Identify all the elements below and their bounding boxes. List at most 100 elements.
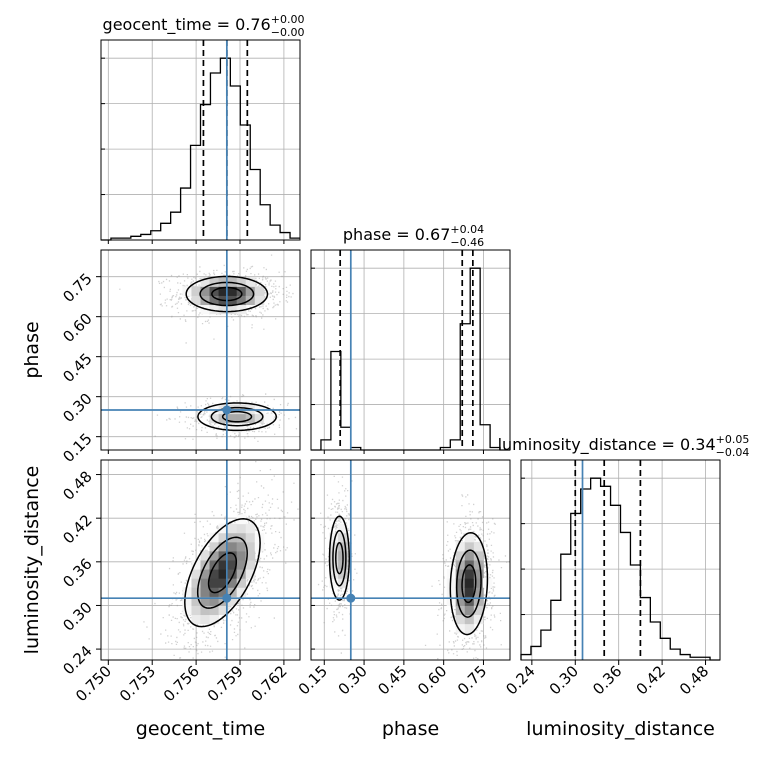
x-tick-label: 0.36 bbox=[589, 662, 625, 698]
density-cell bbox=[227, 578, 238, 588]
x-tick-label: 0.756 bbox=[160, 662, 203, 705]
density-cell bbox=[209, 550, 220, 561]
density-cell bbox=[227, 286, 238, 296]
truth-point bbox=[346, 593, 356, 603]
y-tick-label: 0.60 bbox=[59, 310, 95, 346]
density-cell bbox=[464, 587, 475, 597]
x-axis-label: luminosity_distance bbox=[526, 718, 715, 740]
density-cell bbox=[209, 605, 220, 616]
x-tick-label: 0.48 bbox=[676, 662, 712, 698]
panel-content bbox=[311, 460, 510, 660]
contour-line bbox=[221, 410, 253, 423]
density-cell bbox=[209, 596, 220, 606]
scatter-panel-phase-luminosity_distance bbox=[310, 459, 511, 661]
density-cell bbox=[464, 541, 475, 552]
density-cell bbox=[209, 532, 220, 543]
density-cell bbox=[245, 541, 256, 552]
density-cell bbox=[245, 286, 256, 296]
x-axis-label: phase bbox=[382, 718, 439, 740]
density-cell bbox=[191, 560, 201, 570]
y-tick-label: 0.15 bbox=[59, 430, 95, 466]
density-cell bbox=[473, 541, 484, 552]
panel-title: luminosity_distance = 0.34+0.05 −0.04 bbox=[498, 433, 750, 459]
density-cell bbox=[218, 541, 229, 552]
density-cell bbox=[236, 422, 247, 433]
density-cell bbox=[245, 569, 256, 579]
x-tick-label: 0.30 bbox=[546, 662, 582, 698]
x-tick-label: 0.24 bbox=[502, 662, 538, 698]
histogram-panel-luminosity_distance: luminosity_distance = 0.34+0.05 −0.04 bbox=[498, 433, 750, 661]
title-lower-error: −0.00 bbox=[271, 26, 305, 39]
density-cell bbox=[191, 286, 201, 296]
density-cell bbox=[464, 550, 475, 561]
density-cell bbox=[455, 541, 466, 552]
density-cell bbox=[455, 587, 466, 597]
density-cell bbox=[191, 569, 201, 579]
density-cell bbox=[227, 560, 238, 570]
density-cell bbox=[191, 587, 201, 597]
y-tick-label: 0.42 bbox=[59, 511, 95, 547]
density-cell bbox=[227, 422, 238, 433]
y-tick-label: 0.48 bbox=[59, 467, 95, 503]
density-cell bbox=[200, 578, 211, 588]
density-cell bbox=[473, 614, 484, 625]
title-lower-error: −0.46 bbox=[450, 236, 484, 249]
panel-title: geocent_time = 0.76+0.00 −0.00 bbox=[103, 13, 305, 39]
density-cell bbox=[338, 541, 348, 552]
density-cell bbox=[473, 560, 484, 570]
density-cell bbox=[329, 550, 339, 561]
density-cell bbox=[209, 541, 220, 552]
density-cell bbox=[263, 413, 274, 424]
scatter-panel-geocent_time-phase bbox=[100, 249, 301, 451]
density-cell bbox=[473, 569, 484, 579]
density-cell bbox=[455, 614, 466, 625]
panel-frame bbox=[100, 249, 301, 451]
y-tick-label: 0.24 bbox=[59, 642, 95, 678]
contour-line bbox=[184, 518, 261, 628]
x-tick-label: 0.759 bbox=[204, 662, 247, 705]
density-cell bbox=[446, 578, 457, 588]
density-cell bbox=[200, 277, 211, 287]
density-cell bbox=[236, 286, 247, 296]
density-cell bbox=[245, 532, 256, 543]
density-cell bbox=[200, 596, 211, 606]
density-cell bbox=[209, 578, 220, 588]
density-cell bbox=[209, 569, 220, 579]
y-tick-label: 0.30 bbox=[59, 598, 95, 634]
density-cell bbox=[182, 605, 192, 616]
density-cell bbox=[236, 532, 247, 543]
density-cell bbox=[464, 623, 475, 634]
density-cell bbox=[473, 605, 484, 616]
density-cell bbox=[209, 304, 220, 315]
density-cell bbox=[236, 413, 247, 424]
histogram-panel-geocent_time: geocent_time = 0.76+0.00 −0.00 bbox=[100, 13, 305, 241]
density-cell bbox=[227, 550, 238, 561]
density-cell bbox=[254, 295, 265, 306]
x-tick-label: 0.753 bbox=[116, 662, 159, 705]
density-cell bbox=[455, 596, 466, 606]
x-tick-label: 0.30 bbox=[335, 662, 371, 698]
contour-line bbox=[196, 536, 248, 609]
density-cell bbox=[455, 550, 466, 561]
density-cell bbox=[227, 413, 238, 424]
density-cell bbox=[338, 569, 348, 579]
density-cell bbox=[464, 532, 475, 543]
panel-title: phase = 0.67+0.04 −0.46 bbox=[343, 223, 484, 249]
panel-frame bbox=[310, 459, 511, 661]
density-cell bbox=[191, 295, 201, 306]
panel-frame bbox=[100, 459, 301, 661]
density-cell bbox=[473, 550, 484, 561]
density-cell bbox=[200, 587, 211, 597]
density-cell bbox=[446, 587, 457, 597]
density-cell bbox=[455, 623, 466, 634]
title-upper-error: +0.04 bbox=[450, 223, 484, 236]
y-axis-label: phase bbox=[21, 321, 43, 378]
density-cell bbox=[464, 614, 475, 625]
density-cell bbox=[455, 578, 466, 588]
truth-point bbox=[222, 593, 232, 603]
density-cell bbox=[191, 614, 201, 625]
density-cell bbox=[473, 587, 484, 597]
density-cell bbox=[218, 569, 229, 579]
contour-line bbox=[335, 541, 344, 575]
density-cell bbox=[200, 614, 211, 625]
